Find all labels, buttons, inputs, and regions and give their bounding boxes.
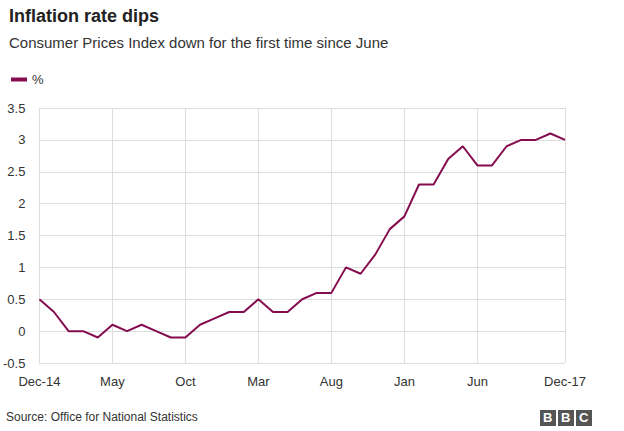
svg-text:B: B — [561, 410, 570, 425]
svg-text:-0.5: -0.5 — [3, 356, 25, 371]
svg-text:1.5: 1.5 — [7, 228, 25, 243]
svg-text:0.5: 0.5 — [7, 292, 25, 307]
svg-text:3.5: 3.5 — [7, 101, 25, 116]
svg-text:1: 1 — [18, 260, 25, 275]
svg-text:Jun: Jun — [467, 374, 488, 389]
svg-text:Mar: Mar — [247, 374, 270, 389]
svg-text:Oct: Oct — [175, 374, 196, 389]
svg-text:B: B — [543, 410, 552, 425]
svg-text:Source: Office for National St: Source: Office for National Statistics — [6, 410, 198, 424]
svg-text:Aug: Aug — [320, 374, 343, 389]
svg-text:2.5: 2.5 — [7, 164, 25, 179]
svg-text:3: 3 — [18, 132, 25, 147]
svg-text:%: % — [32, 72, 44, 87]
svg-text:May: May — [100, 374, 125, 389]
svg-text:Consumer Prices Index down for: Consumer Prices Index down for the first… — [9, 34, 388, 51]
svg-text:2: 2 — [18, 196, 25, 211]
svg-text:Jan: Jan — [394, 374, 415, 389]
svg-text:Dec-17: Dec-17 — [544, 374, 586, 389]
svg-text:0: 0 — [18, 324, 25, 339]
svg-text:Dec-14: Dec-14 — [18, 374, 60, 389]
svg-text:C: C — [579, 410, 589, 425]
svg-text:Inflation rate dips: Inflation rate dips — [9, 6, 159, 26]
